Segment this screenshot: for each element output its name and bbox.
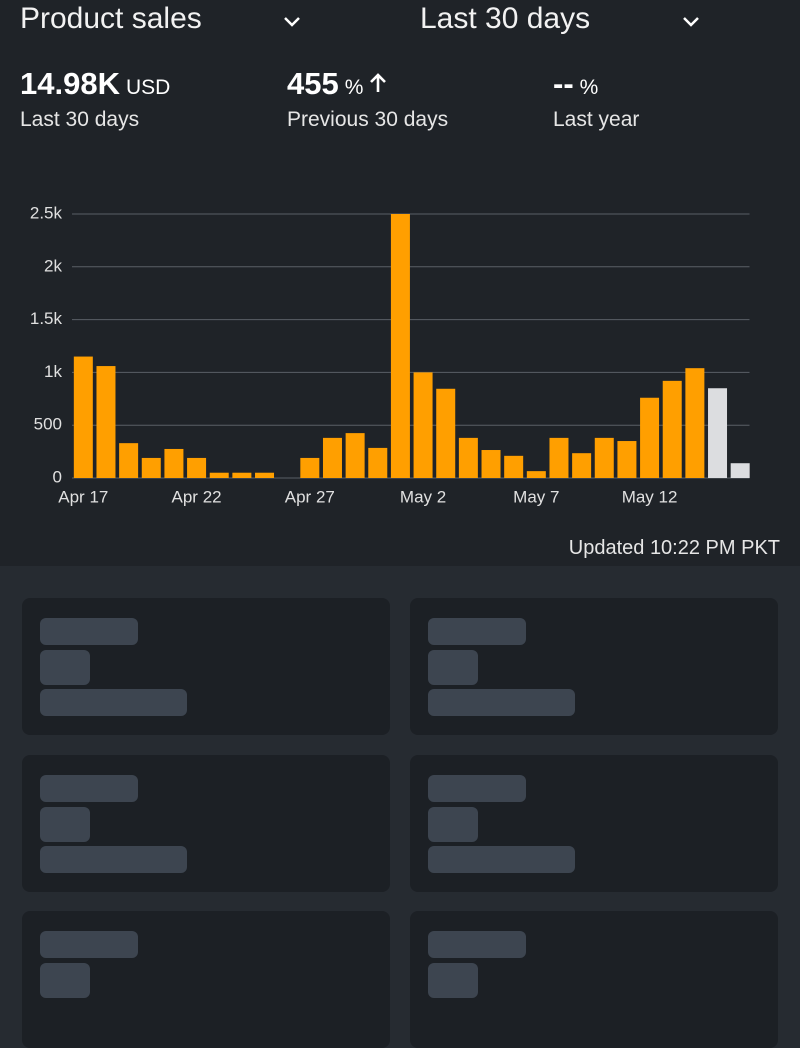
bar [685, 368, 705, 478]
bar [390, 214, 410, 478]
bar [481, 450, 501, 478]
bar [345, 433, 365, 478]
y-tick-label: 1k [44, 362, 62, 381]
stat-unit: USD [125, 76, 171, 99]
bar [368, 447, 388, 478]
bar [187, 457, 207, 478]
stat-label: Last year [553, 108, 640, 131]
x-tick-label: Apr 22 [172, 487, 222, 506]
y-tick-label: 1.5k [30, 309, 63, 328]
placeholder-card [22, 755, 390, 892]
placeholder-card [22, 598, 390, 735]
bar [662, 380, 682, 478]
x-tick-label: May 12 [622, 487, 678, 506]
placeholder-card [410, 755, 778, 892]
y-tick-label: 2k [44, 256, 62, 275]
stat-value: 14.98K [20, 66, 120, 101]
bar [300, 457, 320, 478]
placeholder-card [410, 911, 778, 1048]
bar [255, 472, 275, 478]
x-tick-label: May 7 [513, 487, 559, 506]
up-arrow [370, 73, 387, 92]
stat-label: Last 30 days [20, 108, 140, 131]
chevron[interactable] [282, 12, 302, 32]
stat: 14.98K USD Last 30 days [20, 66, 170, 132]
bar [413, 372, 433, 478]
bar [617, 441, 637, 478]
stat-unit: % [579, 76, 599, 99]
chevron[interactable] [681, 12, 701, 32]
bar [458, 437, 478, 478]
bar [119, 443, 139, 478]
stat: --% Last year [553, 66, 639, 132]
bar [640, 397, 660, 478]
metric-select[interactable]: Product sales [20, 2, 202, 35]
bar [96, 366, 116, 478]
range-select[interactable]: Last 30 days [420, 2, 591, 35]
stat-unit: % [344, 76, 364, 99]
screen: {"header": {"metric_select": "Product sa… [20, 2, 780, 1048]
bar [572, 453, 592, 478]
bar [141, 457, 161, 478]
bar [436, 388, 456, 478]
bar [232, 472, 252, 478]
placeholder-card [22, 911, 390, 1048]
summary-panel: Product sales Last 30 days 14.98K USD Las… [20, 2, 780, 559]
y-tick-label: 2.5k [30, 203, 63, 222]
x-tick-label: May 2 [400, 487, 446, 506]
bar [730, 463, 750, 478]
bar [209, 472, 229, 478]
x-tick-label: Apr 27 [285, 487, 335, 506]
x-tick-label: Apr 17 [58, 487, 108, 506]
chart: 0 500 1k 1.5k 2k 2.5k Apr 17 Apr 22 Apr 27 May 2 M… [30, 203, 750, 506]
bar [549, 437, 569, 478]
placeholder-card [410, 598, 778, 735]
bar [504, 455, 524, 478]
y-tick-label: 0 [53, 467, 62, 486]
bar [322, 437, 342, 478]
bar [164, 448, 184, 478]
stat: 455% Previous 30 days [287, 66, 448, 132]
stat-label: Previous 30 days [287, 108, 449, 131]
y-tick-label: 500 [34, 415, 62, 434]
bar [594, 437, 614, 478]
bar [73, 356, 93, 478]
updated-time: Updated 10:22 PM PKT [568, 537, 780, 559]
bar [708, 388, 728, 478]
stat-value: -- [553, 66, 574, 101]
bar [526, 471, 546, 478]
stat-value: 455 [287, 66, 339, 101]
